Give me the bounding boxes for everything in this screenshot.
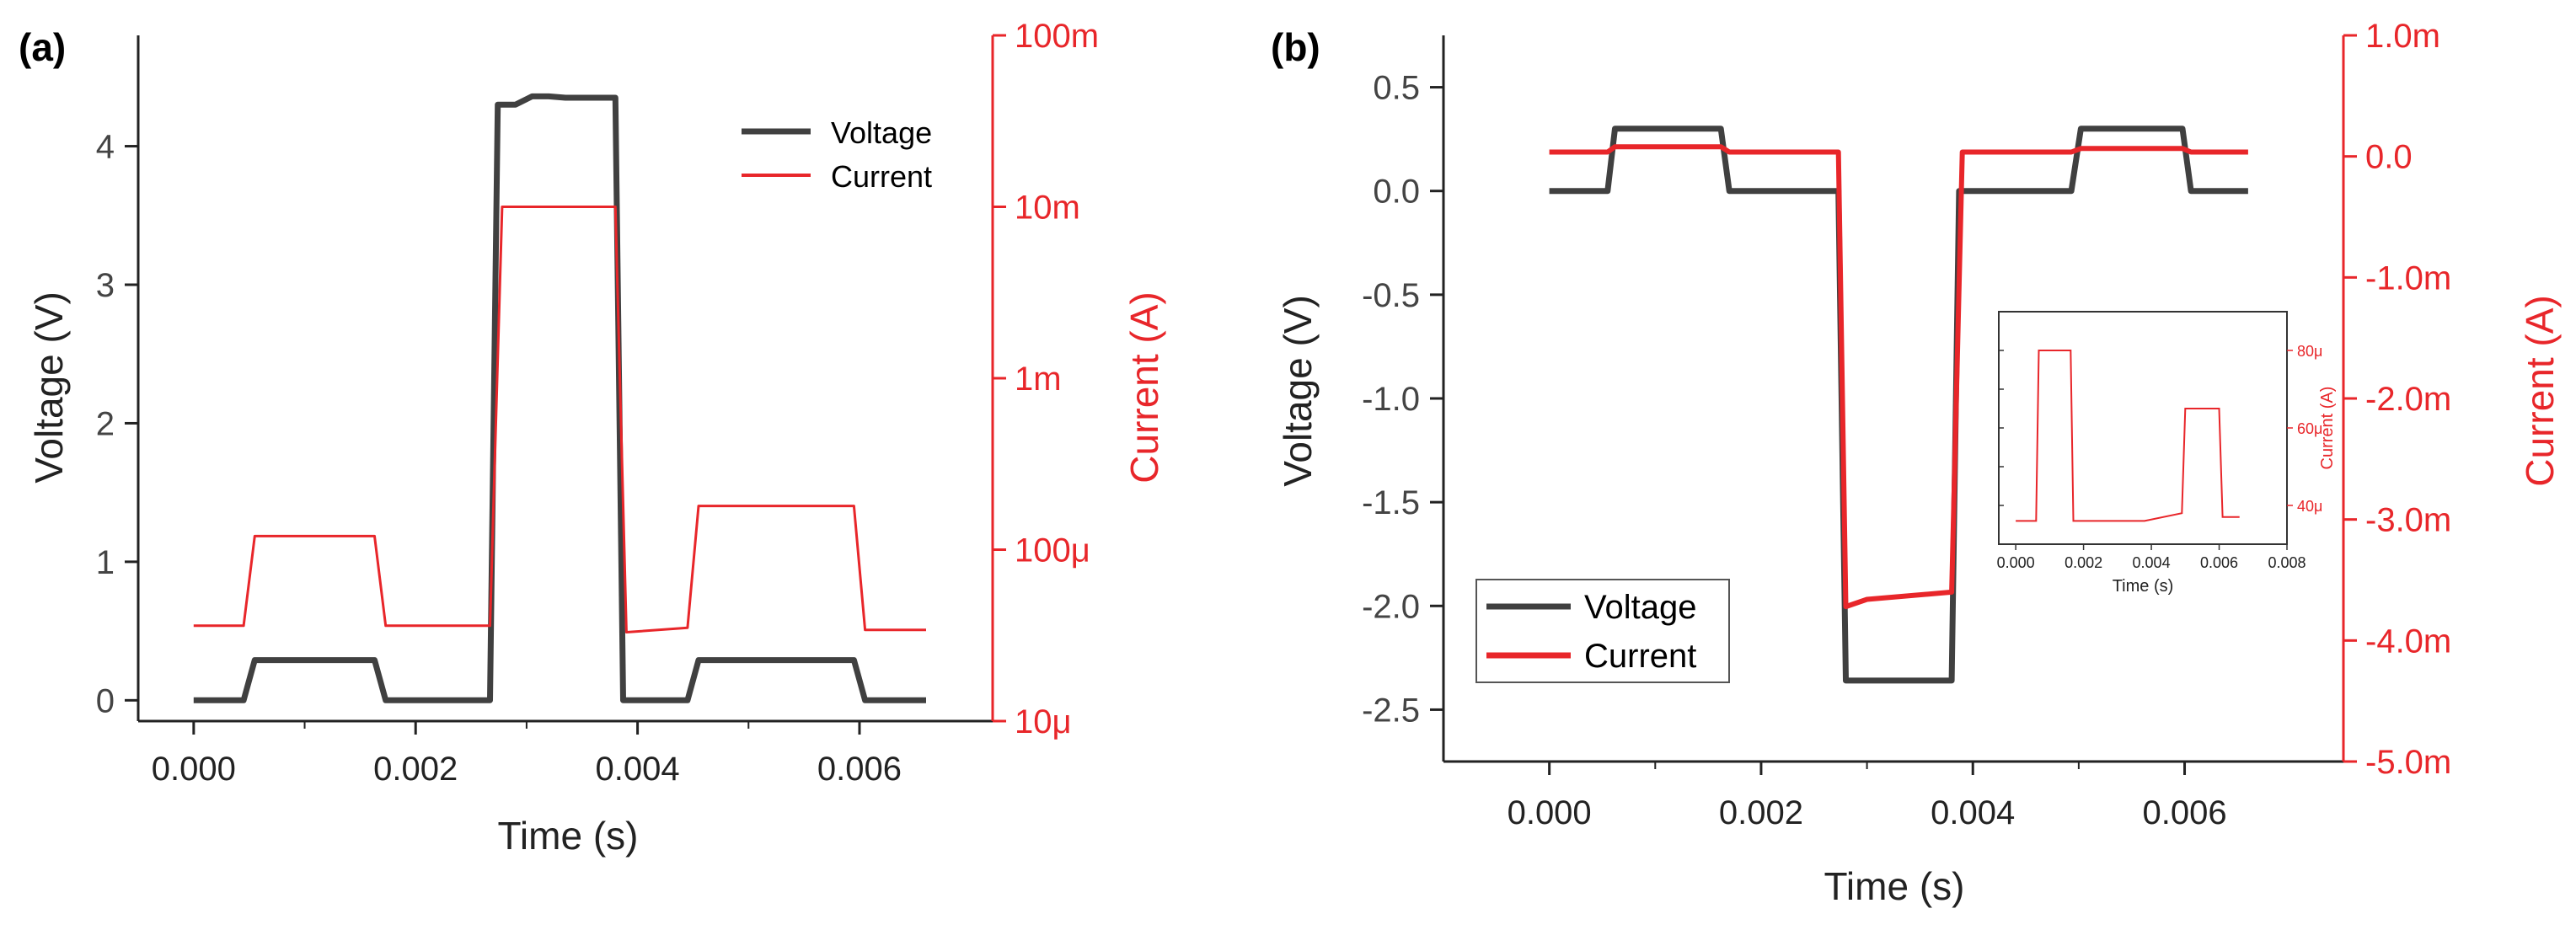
y2-tick-label: 10m [1015,190,1080,227]
inset-x-tick-label: 0.002 [2065,554,2102,571]
y-tick-label: 3 [96,267,115,304]
series-line-voltage [1549,126,2248,684]
panel-a-y2-axis-label: Current (A) [1122,291,1166,483]
y2-tick-label: 100μ [1015,532,1090,569]
panel-b-legend: Voltage Current [1475,579,1730,683]
x-tick-label: 0.002 [373,751,458,788]
y2-tick-label: -5.0m [2365,744,2451,781]
inset-x-axis-label: Time (s) [2113,577,2174,596]
inset-y-tick-label: 40μ [2297,498,2322,515]
y-tick-label: -1.5 [1362,484,1420,521]
y-tick-label: 0.0 [1373,174,1420,211]
y-tick-label: -1.0 [1362,381,1420,418]
y2-tick-label: -1.0m [2365,259,2451,297]
panel-b: (b) 0.000 0.002 0.004 0.006 0.5 0.0 -0.5 -1.0 -1… [1271,18,2562,908]
panel-a-x-axis-label: Time (s) [498,814,639,858]
y-tick-label: 1 [96,544,115,581]
y-tick-label: -2.5 [1362,692,1420,729]
inset-chart: 0.000 0.002 0.004 0.006 0.008 40μ 60μ 80μ Time … [1997,311,2337,596]
y-tick-label: 0.5 [1373,70,1420,107]
panel-b-y-axis-label: Voltage (V) [1276,295,1320,487]
legend-current-label: Current [1584,638,1696,675]
x-tick-label: 0.004 [1931,794,2015,831]
x-tick-label: 0.000 [1508,794,1592,831]
panel-a: (a) 0.000 0.002 0.004 0.006 0 1 2 3 4 10μ 100μ 1m 10… [19,18,1166,858]
panel-b-label: (b) [1271,25,1320,69]
y2-tick-label: 1m [1015,361,1062,398]
y-tick-label: 0 [96,682,115,719]
y2-tick-label: 10μ [1015,703,1072,740]
y2-tick-label: -4.0m [2365,623,2451,660]
y2-tick-label: 100m [1015,18,1099,55]
inset-y-tick-label: 60μ [2297,420,2322,437]
x-tick-label: 0.002 [1719,794,1803,831]
inset-x-tick-label: 0.006 [2200,554,2238,571]
inset-x-tick-label: 0.004 [2133,554,2171,571]
legend-current-label: Current [831,159,932,194]
y2-tick-label: 1.0m [2365,18,2440,55]
inset-y-tick-label: 80μ [2297,343,2322,360]
y2-tick-label: -2.0m [2365,381,2451,418]
x-tick-label: 0.004 [596,751,680,788]
series-line-current [1549,144,2248,610]
panel-a-legend: Voltage Current [742,115,932,194]
inset-series-line-current [2016,350,2240,522]
legend-voltage-label: Voltage [1584,589,1696,626]
y-tick-label: -0.5 [1362,277,1420,314]
panel-a-y-axis-label: Voltage (V) [27,291,71,484]
y-tick-label: 4 [96,129,115,166]
panel-b-x-axis-label: Time (s) [1824,864,1965,908]
inset-frame [1998,311,2288,545]
inset-y-axis-label: Current (A) [2318,387,2337,470]
y2-tick-label: -3.0m [2365,502,2451,539]
y-tick-label: 2 [96,405,115,442]
x-tick-label: 0.000 [152,751,236,788]
x-tick-label: 0.006 [2142,794,2226,831]
inset-x-tick-label: 0.000 [1997,554,2035,571]
y2-tick-label: 0.0 [2365,139,2413,176]
inset-x-tick-label: 0.008 [2268,554,2306,571]
x-tick-label: 0.006 [817,751,902,788]
y-tick-label: -2.0 [1362,588,1420,625]
panel-b-y2-axis-label: Current (A) [2518,295,2562,486]
panel-a-label: (a) [19,25,66,69]
series-line-voltage [193,93,926,703]
series-line-current [193,206,926,633]
legend-box [1475,579,1730,683]
legend-voltage-label: Voltage [831,115,932,150]
